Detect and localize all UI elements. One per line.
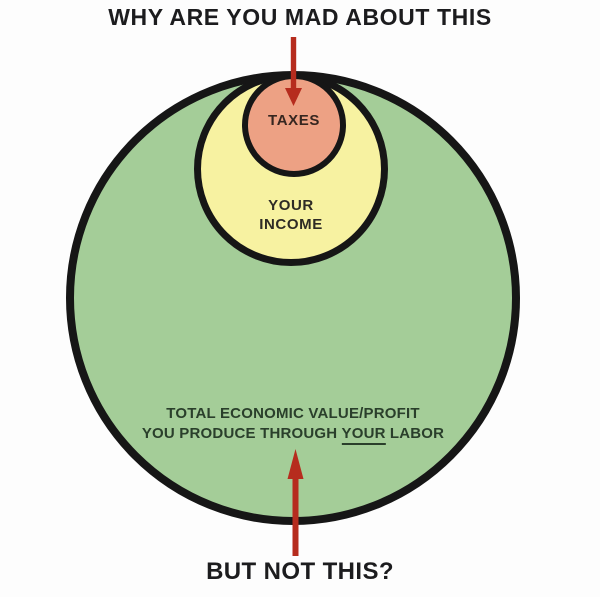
total-value-label-your-underlined: YOUR [341,424,386,445]
arrow-up-icon [287,449,304,556]
total-value-label-line2: YOU PRODUCE THROUGH YOUR LABOR [141,424,445,445]
bottom-caption: BUT NOT THIS? [206,558,394,585]
total-value-label: TOTAL ECONOMIC VALUE/PROFIT YOU PRODUCE … [142,404,444,445]
total-value-label-line2-before: YOU PRODUCE THROUGH [141,424,338,442]
income-label-line2: INCOME [259,216,323,233]
top-caption: WHY ARE YOU MAD ABOUT THIS [108,4,492,30]
income-label-line1: YOUR [268,197,314,214]
taxes-label: TAXES [268,112,320,129]
total-value-label-line1: TOTAL ECONOMIC VALUE/PROFIT [166,405,420,422]
income-label: YOUR INCOME [259,196,323,234]
total-value-label-line2-after: LABOR [389,424,445,442]
arrow-down-icon [285,37,302,106]
